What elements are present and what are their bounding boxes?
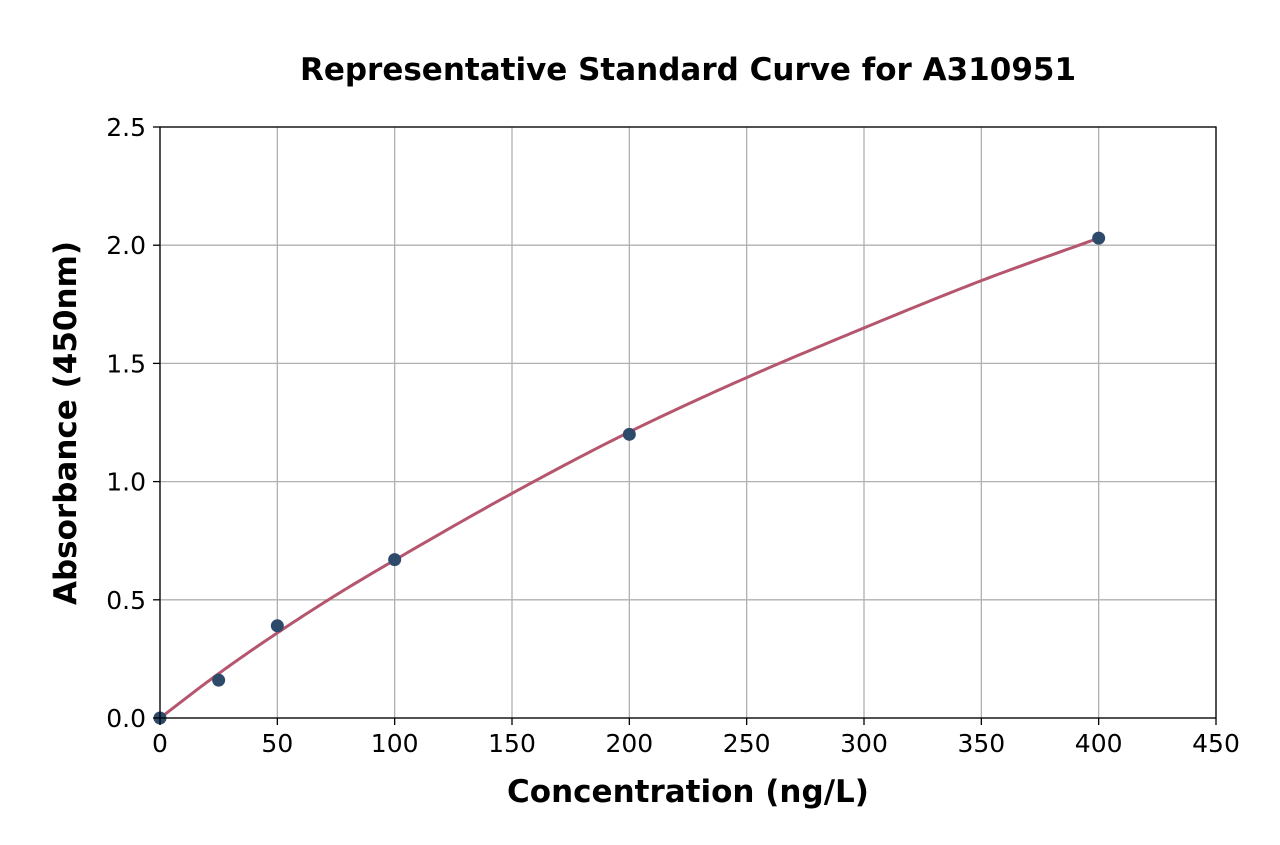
y-tick-label: 1.0 xyxy=(106,468,146,497)
fit-curve-layer xyxy=(159,236,1100,720)
data-point xyxy=(270,619,284,633)
x-tick-label: 400 xyxy=(1075,729,1123,758)
x-tick-label: 450 xyxy=(1192,729,1240,758)
y-tick-label: 0.5 xyxy=(106,586,146,615)
x-tick-label: 150 xyxy=(488,729,536,758)
y-tick-label: 2.5 xyxy=(106,113,146,142)
y-tick-label: 0.0 xyxy=(106,704,146,733)
x-tick-label: 200 xyxy=(605,729,653,758)
data-point xyxy=(622,427,636,441)
data-point xyxy=(388,553,402,567)
y-tick-label: 2.0 xyxy=(106,231,146,260)
y-axis-label: Absorbance (450nm) xyxy=(48,241,84,605)
x-axis-ticks: 0 50 100 150 200 250 300 350 400 450 xyxy=(152,718,1240,758)
data-points-layer xyxy=(153,231,1106,725)
x-axis-label: Concentration (ng/L) xyxy=(507,774,869,810)
axes xyxy=(159,126,1217,719)
x-tick-label: 0 xyxy=(152,729,168,758)
y-tick-label: 1.5 xyxy=(106,349,146,378)
data-point xyxy=(212,673,226,687)
chart-title: Representative Standard Curve for A31095… xyxy=(300,52,1076,88)
x-tick-label: 350 xyxy=(957,729,1005,758)
x-tick-label: 50 xyxy=(261,729,293,758)
grid xyxy=(159,126,1217,719)
plot-frame xyxy=(159,126,1217,719)
fit-curve xyxy=(159,236,1100,720)
data-point xyxy=(1092,231,1106,245)
x-tick-label: 250 xyxy=(723,729,771,758)
x-tick-label: 300 xyxy=(840,729,888,758)
x-tick-label: 100 xyxy=(371,729,419,758)
y-axis-ticks: 0.0 0.5 1.0 1.5 2.0 2.5 xyxy=(106,113,160,733)
